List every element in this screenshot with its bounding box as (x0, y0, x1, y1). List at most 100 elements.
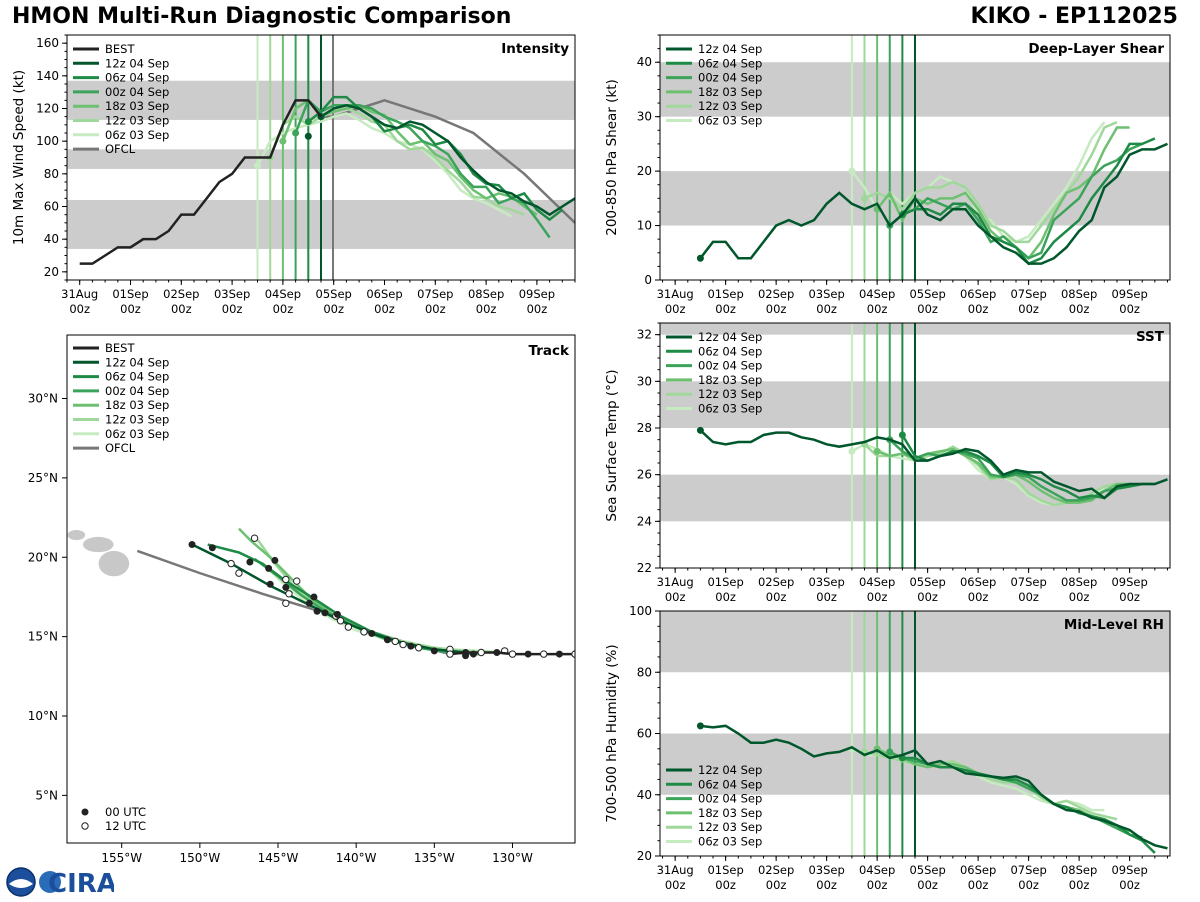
y-tick-label: 5°N (35, 788, 58, 802)
y-tick-label: 0 (644, 273, 652, 287)
y-tick-label: 10°N (28, 709, 58, 723)
track-line (253, 557, 482, 656)
x-tick-label-date: 08Sep (1061, 575, 1097, 589)
x-tick-label-hour: 00z (1069, 590, 1090, 604)
x-tick-label-hour: 00z (766, 302, 787, 316)
track-point-12utc (227, 559, 235, 568)
legend-label: 06z 04 Sep (698, 56, 762, 70)
init-point (873, 447, 881, 455)
track-point-12utc (360, 628, 368, 636)
track-point-12utc (282, 599, 290, 607)
y-tick-label: 160 (36, 36, 59, 50)
x-tick-label-date: 08Sep (1061, 287, 1097, 301)
track-point-00utc (271, 556, 279, 564)
y-tick-label: 100 (36, 134, 59, 148)
legend-label: 06z 03 Sep (105, 128, 169, 142)
x-tick-label-hour: 00z (665, 302, 686, 316)
y-tick-label: 20 (44, 265, 59, 279)
y-tick-label: 22 (637, 561, 652, 575)
sst-panel: 22242628303231Aug00z01Sep00z02Sep00z03Se… (604, 322, 1171, 604)
legend-label: 18z 03 Sep (698, 85, 762, 99)
y-tick-label: 32 (637, 328, 652, 342)
x-tick-label-hour: 00z (867, 878, 888, 892)
init-point (848, 167, 856, 175)
shear-panel: 01020304031Aug00z01Sep00z02Sep00z03Sep00… (604, 34, 1171, 316)
x-tick-label-hour: 00z (917, 590, 938, 604)
legend-label: 12z 04 Sep (698, 763, 762, 777)
x-tick-label-date: 03Sep (808, 575, 844, 589)
init-point (279, 137, 287, 145)
best-point-12utc (477, 648, 485, 657)
legend-label: 12z 04 Sep (105, 56, 169, 70)
best-marker (304, 132, 312, 140)
x-tick-label: 135°W (414, 851, 455, 865)
legend-label: 00z 04 Sep (105, 85, 169, 99)
x-tick-label-date: 02Sep (163, 287, 199, 301)
x-tick-label-hour: 00z (715, 878, 736, 892)
track-point-00utc (265, 564, 273, 572)
series-line (256, 112, 513, 218)
x-tick-label-date: 01Sep (707, 287, 743, 301)
x-tick-label-hour: 00z (968, 302, 989, 316)
x-tick-label-date: 31Aug (61, 287, 98, 301)
series-line (864, 750, 1118, 821)
best-point-12utc (540, 650, 548, 658)
track-point-12utc (336, 617, 345, 625)
x-tick-label-hour: 00z (867, 302, 888, 316)
x-tick-label-hour: 00z (968, 590, 989, 604)
x-tick-label-hour: 00z (1119, 590, 1140, 604)
island-shape (44, 519, 59, 532)
x-tick-label-date: 04Sep (265, 287, 301, 301)
x-tick-label-date: 09Sep (519, 287, 555, 301)
legend-label: 12z 03 Sep (105, 413, 169, 427)
track-point-12utc (282, 575, 290, 584)
track-point-00utc (208, 544, 216, 552)
track-point-00utc (368, 629, 376, 637)
y-tick-label: 20 (637, 849, 652, 863)
y-tick-label: 15°N (28, 630, 58, 644)
init-point (861, 194, 869, 202)
track-point-00utc (383, 636, 391, 644)
legend-label: 00z 04 Sep (698, 359, 762, 373)
x-tick-label-date: 09Sep (1111, 287, 1147, 301)
y-axis-label: 200-850 hPa Shear (kt) (604, 79, 620, 236)
legend-label: 06z 03 Sep (698, 835, 762, 849)
init-point (886, 748, 894, 756)
marker-legend-label: 00 UTC (105, 805, 146, 819)
x-tick-label-hour: 00z (273, 302, 294, 316)
x-tick-label-hour: 00z (816, 878, 837, 892)
x-tick-label-hour: 00z (1069, 878, 1090, 892)
ofcl-track-line (136, 549, 451, 656)
x-tick-label-date: 07Sep (1010, 863, 1046, 877)
x-tick-label-hour: 00z (425, 302, 446, 316)
init-point (254, 162, 261, 170)
x-tick-label-hour: 00z (968, 878, 989, 892)
x-tick-label: 130°W (492, 851, 533, 865)
x-tick-label-date: 05Sep (316, 287, 352, 301)
x-tick-label: 150°W (179, 851, 220, 865)
y-tick-label: 28 (637, 421, 652, 435)
noaa-logo-icon: CIRA (6, 867, 117, 899)
x-tick-label-date: 04Sep (859, 287, 895, 301)
y-tick-label: 26 (637, 468, 652, 482)
legend-label: 12z 03 Sep (105, 114, 169, 128)
x-tick-label: 140°W (336, 851, 377, 865)
legend-label: OFCL (105, 441, 136, 455)
x-tick-label-hour: 00z (222, 302, 243, 316)
intensity-plot-area (67, 35, 575, 280)
legend-label: 06z 03 Sep (105, 427, 169, 441)
legend-label: 18z 03 Sep (105, 99, 169, 113)
init-point (696, 426, 704, 434)
x-tick-label-date: 09Sep (1111, 575, 1147, 589)
best-point-12utc (446, 650, 454, 658)
x-tick-label-hour: 00z (374, 302, 395, 316)
x-tick-label-date: 08Sep (468, 287, 504, 301)
x-tick-label-date: 31Aug (657, 287, 694, 301)
x-tick-label-hour: 00z (476, 302, 497, 316)
x-tick-label-date: 06Sep (960, 287, 996, 301)
y-tick-label: 100 (629, 604, 652, 618)
best-point-00utc (462, 649, 470, 656)
shear-plot-area (660, 35, 1170, 280)
x-tick-label-date: 02Sep (758, 863, 794, 877)
